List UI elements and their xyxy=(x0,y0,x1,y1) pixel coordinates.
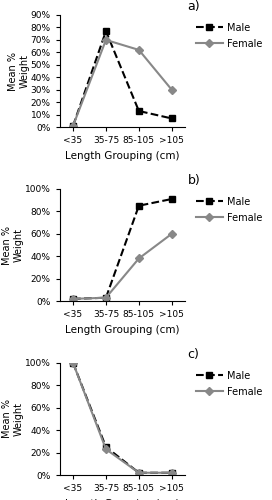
Female xyxy=(170,231,174,237)
Legend: Male, Female: Male, Female xyxy=(195,370,263,398)
Line: Female: Female xyxy=(70,360,175,476)
Female xyxy=(170,470,174,476)
Male xyxy=(170,470,174,476)
Female xyxy=(104,37,107,43)
Male xyxy=(71,123,75,129)
Legend: Male, Female: Male, Female xyxy=(195,22,263,50)
Line: Male: Male xyxy=(70,196,175,302)
Male xyxy=(104,444,107,450)
Male xyxy=(104,28,107,34)
Male xyxy=(137,108,141,114)
Female xyxy=(137,256,141,262)
Line: Male: Male xyxy=(70,360,175,476)
Female xyxy=(137,47,141,53)
Line: Female: Female xyxy=(70,231,175,302)
Female xyxy=(71,360,75,366)
Male xyxy=(170,116,174,121)
Female xyxy=(71,123,75,129)
Male xyxy=(170,196,174,202)
Female xyxy=(71,296,75,302)
Y-axis label: Mean %
Weight: Mean % Weight xyxy=(8,52,29,90)
Male xyxy=(71,296,75,302)
Female xyxy=(104,294,107,300)
Line: Male: Male xyxy=(70,28,175,128)
Female xyxy=(170,87,174,93)
Female xyxy=(137,470,141,476)
Y-axis label: Mean %
Weight: Mean % Weight xyxy=(2,400,24,438)
Male xyxy=(137,470,141,476)
Male xyxy=(71,360,75,366)
X-axis label: Length Grouping (cm): Length Grouping (cm) xyxy=(65,324,180,334)
Legend: Male, Female: Male, Female xyxy=(195,196,263,224)
Male xyxy=(104,294,107,300)
Line: Female: Female xyxy=(70,37,175,128)
X-axis label: Length Grouping (cm): Length Grouping (cm) xyxy=(65,498,180,500)
Male xyxy=(137,202,141,208)
Text: a): a) xyxy=(187,0,200,13)
Female xyxy=(104,446,107,452)
X-axis label: Length Grouping (cm): Length Grouping (cm) xyxy=(65,151,180,161)
Y-axis label: Mean %
Weight: Mean % Weight xyxy=(2,226,24,264)
Text: b): b) xyxy=(187,174,200,186)
Text: c): c) xyxy=(187,348,199,360)
